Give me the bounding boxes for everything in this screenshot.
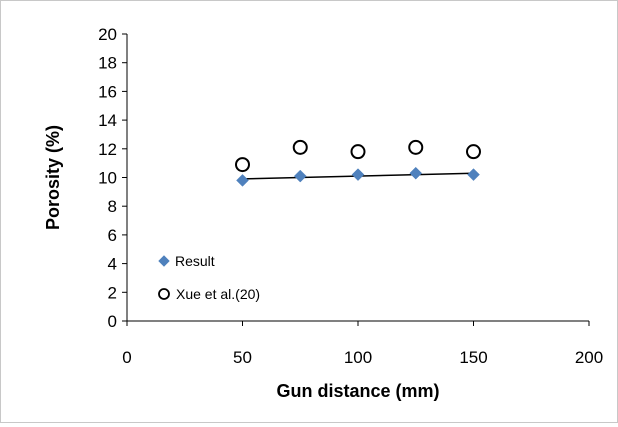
y-tick-label: 4 [108, 255, 117, 274]
x-tick-label: 150 [459, 348, 487, 367]
data-point-result [236, 174, 249, 187]
data-point-xue [466, 144, 481, 160]
x-tick-label: 200 [575, 348, 603, 367]
y-ticks: 0 2 4 6 8 10 12 14 16 18 20 [98, 25, 127, 331]
x-ticks: 0 50 100 150 200 [122, 321, 603, 367]
y-tick-label: 0 [108, 312, 117, 331]
y-tick-label: 14 [98, 111, 117, 130]
data-point-result [351, 168, 365, 181]
y-tick-label: 20 [98, 25, 117, 44]
y-tick-label: 2 [108, 283, 117, 302]
x-tick-label: 0 [122, 348, 131, 367]
data-point-xue [235, 157, 250, 173]
data-point-xue [292, 139, 308, 155]
data-point-result [409, 166, 423, 180]
y-tick-label: 12 [98, 140, 117, 159]
y-tick-label: 6 [108, 226, 117, 245]
data-points [235, 139, 481, 187]
x-tick-label: 50 [233, 348, 252, 367]
y-tick-label: 16 [98, 82, 117, 101]
legend-marker-result [158, 255, 170, 267]
y-tick-label: 18 [98, 54, 117, 73]
data-point-xue [408, 139, 424, 155]
data-point-result [293, 169, 307, 183]
y-tick-label: 8 [108, 197, 117, 216]
y-axis-title: Porosity (%) [43, 125, 63, 230]
data-point-result [467, 168, 480, 181]
legend-label-result: Result [175, 253, 215, 269]
x-axis-title: Gun distance (mm) [276, 381, 439, 401]
y-tick-label: 10 [98, 169, 117, 188]
data-point-xue [350, 144, 366, 160]
x-tick-label: 100 [344, 348, 372, 367]
legend: Result Xue et al.(20) [158, 253, 260, 302]
legend-marker-xue [158, 288, 170, 300]
legend-label-xue: Xue et al.(20) [176, 286, 260, 302]
